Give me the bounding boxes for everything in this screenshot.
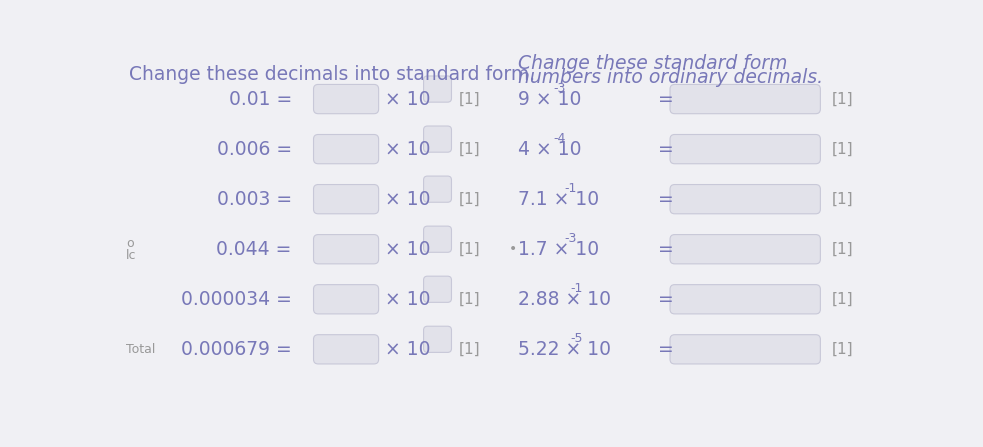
Text: 0.044 =: 0.044 = xyxy=(216,240,292,259)
Text: [1]: [1] xyxy=(459,192,481,207)
Text: [1]: [1] xyxy=(832,242,853,257)
Text: 5.22 × 10: 5.22 × 10 xyxy=(518,340,611,359)
Text: [1]: [1] xyxy=(459,342,481,357)
Text: Total: Total xyxy=(126,343,155,356)
Text: -3: -3 xyxy=(564,232,577,245)
Text: =: = xyxy=(658,290,673,309)
FancyBboxPatch shape xyxy=(670,185,821,214)
Text: × 10: × 10 xyxy=(384,340,431,359)
FancyBboxPatch shape xyxy=(424,126,451,152)
FancyBboxPatch shape xyxy=(424,226,451,252)
Text: -5: -5 xyxy=(570,332,583,345)
Text: 9 × 10: 9 × 10 xyxy=(518,89,582,109)
Text: -1: -1 xyxy=(570,282,583,295)
Text: numbers into ordinary decimals.: numbers into ordinary decimals. xyxy=(518,68,823,87)
FancyBboxPatch shape xyxy=(314,235,378,264)
Text: lc: lc xyxy=(126,249,137,262)
FancyBboxPatch shape xyxy=(670,84,821,114)
FancyBboxPatch shape xyxy=(314,285,378,314)
FancyBboxPatch shape xyxy=(670,285,821,314)
FancyBboxPatch shape xyxy=(314,135,378,164)
Text: 0.003 =: 0.003 = xyxy=(216,190,292,209)
Text: -3: -3 xyxy=(553,82,565,95)
FancyBboxPatch shape xyxy=(670,335,821,364)
FancyBboxPatch shape xyxy=(424,276,451,302)
Text: × 10: × 10 xyxy=(384,190,431,209)
Text: Change these standard form: Change these standard form xyxy=(518,54,787,73)
FancyBboxPatch shape xyxy=(424,326,451,352)
Text: =: = xyxy=(658,89,673,109)
Text: [1]: [1] xyxy=(459,92,481,106)
FancyBboxPatch shape xyxy=(314,84,378,114)
FancyBboxPatch shape xyxy=(314,185,378,214)
FancyBboxPatch shape xyxy=(670,135,821,164)
Text: [1]: [1] xyxy=(459,142,481,156)
Text: × 10: × 10 xyxy=(384,240,431,259)
Text: × 10: × 10 xyxy=(384,89,431,109)
Text: 4 × 10: 4 × 10 xyxy=(518,139,582,159)
Text: [1]: [1] xyxy=(459,242,481,257)
Text: =: = xyxy=(658,240,673,259)
FancyBboxPatch shape xyxy=(424,76,451,102)
Text: •: • xyxy=(509,242,517,256)
Text: [1]: [1] xyxy=(459,292,481,307)
Text: [1]: [1] xyxy=(832,342,853,357)
Text: 0.006 =: 0.006 = xyxy=(216,139,292,159)
Text: [1]: [1] xyxy=(832,192,853,207)
Text: × 10: × 10 xyxy=(384,290,431,309)
Text: [1]: [1] xyxy=(832,292,853,307)
Text: 0.000034 =: 0.000034 = xyxy=(181,290,292,309)
Text: -1: -1 xyxy=(564,182,577,195)
Text: 7.1 × 10: 7.1 × 10 xyxy=(518,190,600,209)
Text: 0.01 =: 0.01 = xyxy=(229,89,292,109)
FancyBboxPatch shape xyxy=(424,176,451,202)
Text: o: o xyxy=(126,236,134,249)
FancyBboxPatch shape xyxy=(670,235,821,264)
Text: Change these decimals into standard form.: Change these decimals into standard form… xyxy=(129,65,535,84)
Text: [1]: [1] xyxy=(832,142,853,156)
Text: -4: -4 xyxy=(553,132,565,145)
Text: × 10: × 10 xyxy=(384,139,431,159)
Text: 0.000679 =: 0.000679 = xyxy=(181,340,292,359)
Text: [1]: [1] xyxy=(832,92,853,106)
Text: =: = xyxy=(658,340,673,359)
Text: =: = xyxy=(658,190,673,209)
Text: =: = xyxy=(658,139,673,159)
FancyBboxPatch shape xyxy=(314,335,378,364)
Text: 2.88 × 10: 2.88 × 10 xyxy=(518,290,611,309)
Text: 1.7 × 10: 1.7 × 10 xyxy=(518,240,600,259)
